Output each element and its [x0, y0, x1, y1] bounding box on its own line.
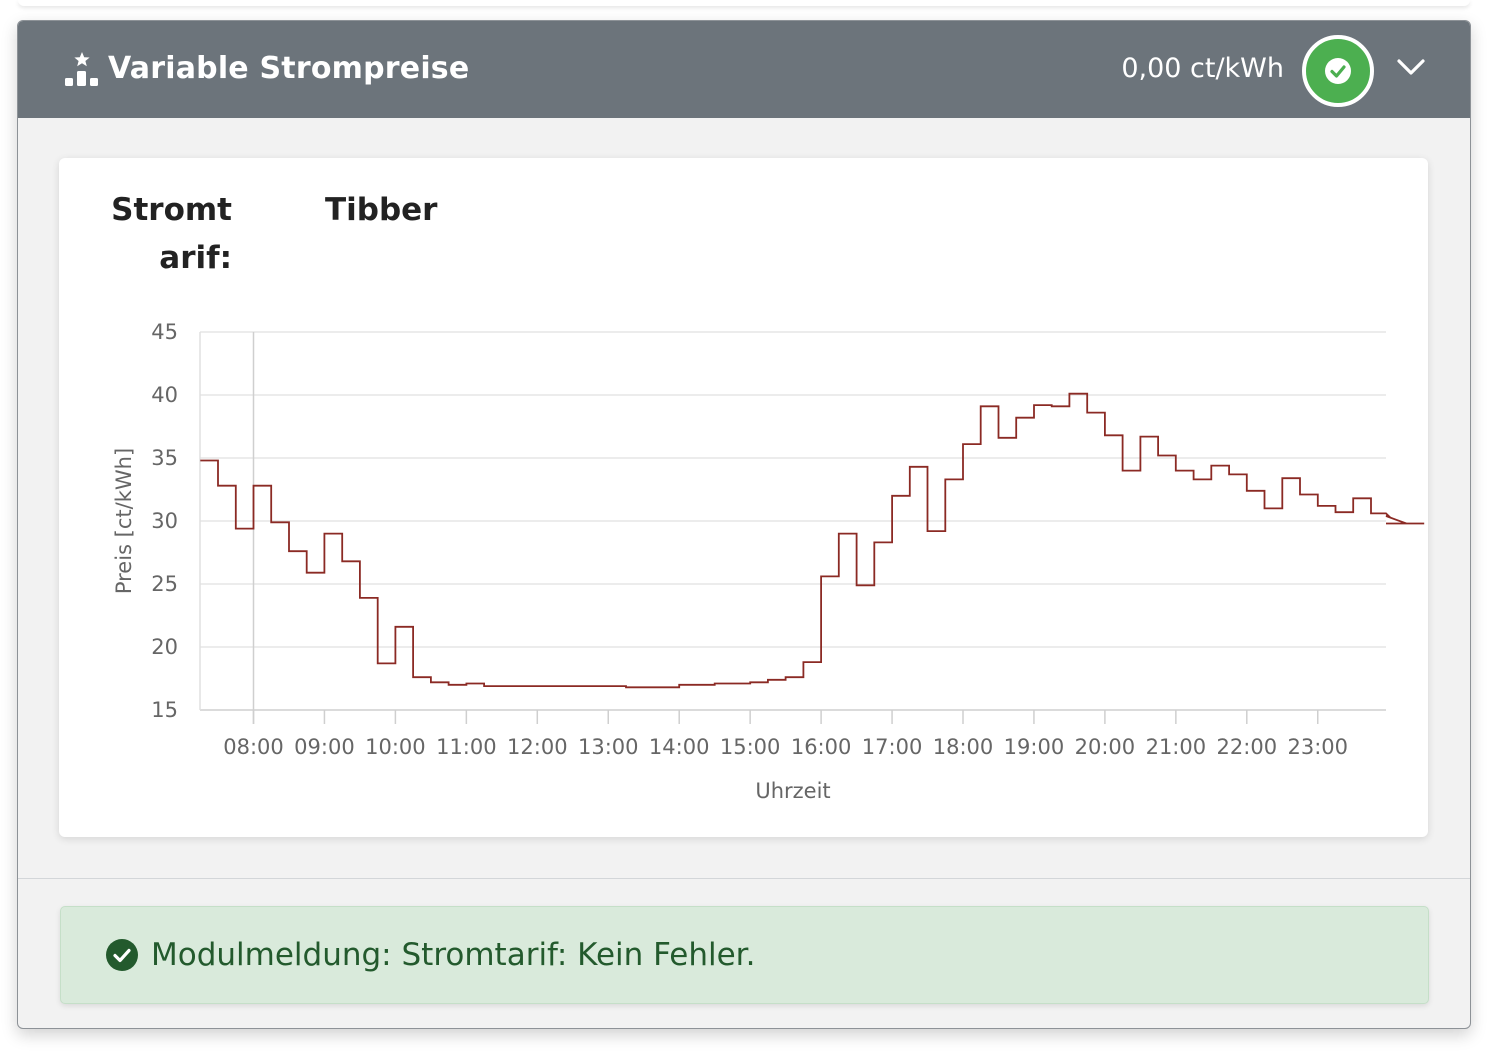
- y-tick-label: 15: [151, 698, 178, 722]
- x-tick-label: 08:00: [223, 735, 284, 759]
- x-axis-ticks: 08:00 09:00 10:00 11:00 12:00 13:00 14:00 15:00…: [223, 710, 1348, 759]
- y-axis-title: Preis [ct/kWh]: [112, 448, 136, 594]
- y-tick-label: 35: [151, 446, 178, 470]
- status-indicator: [1302, 35, 1374, 107]
- card-header[interactable]: Variable Strompreise 0,00 ct/kWh: [18, 21, 1470, 118]
- tariff-value: Tibber: [325, 192, 438, 228]
- chart-panel: Stromtarif: Tibber 15 20 25 30 35 40 45 08:00 0…: [59, 158, 1428, 837]
- x-tick-label: 20:00: [1075, 735, 1136, 759]
- x-tick-label: 10:00: [365, 735, 426, 759]
- check-circle-icon: [1325, 58, 1351, 84]
- previous-card-edge: [18, 0, 1470, 6]
- y-tick-label: 25: [151, 572, 178, 596]
- x-tick-label: 15:00: [720, 735, 781, 759]
- variable-prices-card: Variable Strompreise 0,00 ct/kWh Stromta…: [17, 20, 1471, 1029]
- alert-message: Modulmeldung: Stromtarif: Kein Fehler.: [151, 937, 756, 973]
- x-tick-label: 11:00: [436, 735, 497, 759]
- y-tick-label: 30: [151, 509, 178, 533]
- x-tick-label: 16:00: [791, 735, 852, 759]
- price-chart[interactable]: 15 20 25 30 35 40 45 08:00 09:00 10:00 11:00 12:00…: [59, 158, 1428, 837]
- card-divider: [18, 878, 1470, 879]
- card-title: Variable Strompreise: [108, 51, 470, 86]
- module-status-alert: Modulmeldung: Stromtarif: Kein Fehler.: [60, 906, 1429, 1004]
- x-axis-title: Uhrzeit: [755, 779, 830, 803]
- price-series-line: [200, 392, 1425, 689]
- chart-grid: [199, 331, 1386, 711]
- x-tick-label: 18:00: [933, 735, 994, 759]
- x-tick-label: 19:00: [1004, 735, 1065, 759]
- x-tick-label: 13:00: [578, 735, 639, 759]
- chevron-down-icon[interactable]: [1396, 57, 1426, 77]
- current-price: 0,00 ct/kWh: [1121, 53, 1284, 84]
- price-chart-star-icon: [65, 52, 98, 86]
- x-tick-label: 17:00: [862, 735, 923, 759]
- tariff-label: Stromtarif:: [111, 192, 232, 276]
- y-axis-ticks: 15 20 25 30 35 40 45: [151, 320, 178, 722]
- y-tick-label: 20: [151, 635, 178, 659]
- y-tick-label: 45: [151, 320, 178, 344]
- x-tick-label: 22:00: [1217, 735, 1278, 759]
- x-tick-label: 23:00: [1287, 735, 1348, 759]
- y-tick-label: 40: [151, 383, 178, 407]
- x-tick-label: 14:00: [649, 735, 710, 759]
- x-tick-label: 09:00: [294, 735, 355, 759]
- card-body: Stromtarif: Tibber 15 20 25 30 35 40 45 08:00 0…: [18, 118, 1470, 878]
- check-circle-icon: [106, 939, 138, 971]
- x-tick-label: 12:00: [507, 735, 568, 759]
- x-tick-label: 21:00: [1146, 735, 1207, 759]
